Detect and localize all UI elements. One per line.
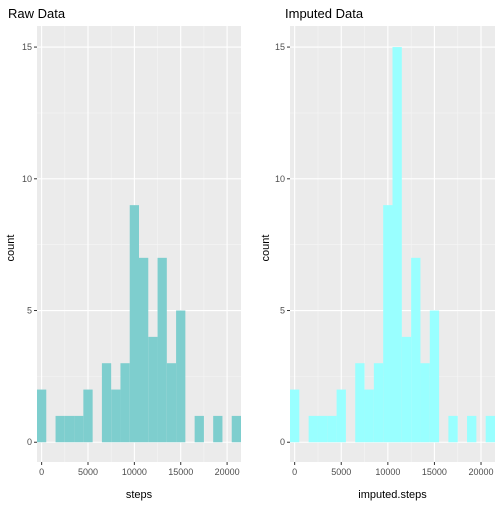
y-tick-label: 0 bbox=[280, 437, 285, 447]
histogram-bar bbox=[64, 415, 75, 443]
histogram-bar bbox=[355, 363, 365, 443]
y-tick-label: 0 bbox=[27, 437, 32, 447]
x-tick-label: 20000 bbox=[215, 467, 240, 477]
chart-title: Imputed Data bbox=[285, 6, 364, 21]
x-axis-label: imputed.steps bbox=[358, 489, 427, 501]
chart-title: Raw Data bbox=[8, 6, 66, 21]
histogram-bar bbox=[308, 415, 318, 443]
histogram-bar bbox=[231, 415, 241, 443]
histogram-bar bbox=[373, 363, 384, 443]
histogram-bar bbox=[176, 310, 186, 443]
histogram-bar bbox=[37, 389, 47, 443]
histogram-bar bbox=[327, 415, 337, 443]
histogram-bar bbox=[317, 415, 328, 443]
chart-panel-1: 0 5000 10000 15000 20000 0 5 10 15 Raw Data steps c… bbox=[5, 6, 241, 501]
x-tick-label: 20000 bbox=[469, 467, 494, 477]
histogram-bar bbox=[364, 389, 374, 443]
histogram-bar bbox=[83, 389, 93, 443]
histogram-bar bbox=[213, 415, 223, 443]
y-tick-label: 10 bbox=[22, 174, 32, 184]
histogram-bar bbox=[120, 363, 130, 443]
histogram-bar bbox=[411, 257, 421, 443]
histogram-bar bbox=[467, 415, 477, 443]
chart-panel-2: 0 5000 10000 15000 20000 0 5 10 15 Imputed Data im… bbox=[260, 6, 495, 501]
histogram-bar bbox=[139, 257, 149, 443]
x-tick-label: 0 bbox=[292, 467, 297, 477]
histogram-bar bbox=[429, 310, 440, 443]
histogram-bar bbox=[383, 205, 393, 443]
histogram-bar bbox=[166, 363, 177, 443]
x-tick-label: 5000 bbox=[78, 467, 98, 477]
histogram-bar bbox=[74, 415, 84, 443]
x-tick-label: 10000 bbox=[375, 467, 400, 477]
histogram-bar bbox=[129, 205, 139, 443]
histogram-bar bbox=[448, 415, 458, 443]
histogram-bar bbox=[485, 415, 495, 443]
y-tick-label: 15 bbox=[22, 42, 32, 52]
histogram-bar bbox=[55, 415, 65, 443]
y-tick-label: 15 bbox=[275, 42, 285, 52]
x-tick-label: 15000 bbox=[422, 467, 447, 477]
histogram-bar bbox=[290, 389, 300, 443]
y-tick-label: 10 bbox=[275, 174, 285, 184]
histogram-bar bbox=[336, 389, 346, 443]
histogram-bar bbox=[111, 389, 121, 443]
y-axis-label: count bbox=[5, 235, 17, 262]
x-tick-label: 15000 bbox=[168, 467, 193, 477]
histogram-bar bbox=[101, 363, 112, 443]
y-tick-label: 5 bbox=[280, 306, 285, 316]
x-tick-label: 10000 bbox=[122, 467, 147, 477]
histogram-bar bbox=[157, 257, 167, 443]
x-tick-label: 0 bbox=[39, 467, 44, 477]
histogram-bar bbox=[148, 336, 158, 443]
y-tick-label: 5 bbox=[27, 306, 32, 316]
y-axis-label: count bbox=[260, 235, 272, 262]
histogram-bar bbox=[392, 47, 402, 443]
x-tick-label: 5000 bbox=[331, 467, 351, 477]
histogram-bar bbox=[194, 415, 204, 443]
histogram-bar bbox=[420, 363, 430, 443]
histogram-bar bbox=[401, 336, 412, 443]
x-axis-label: steps bbox=[126, 489, 153, 501]
